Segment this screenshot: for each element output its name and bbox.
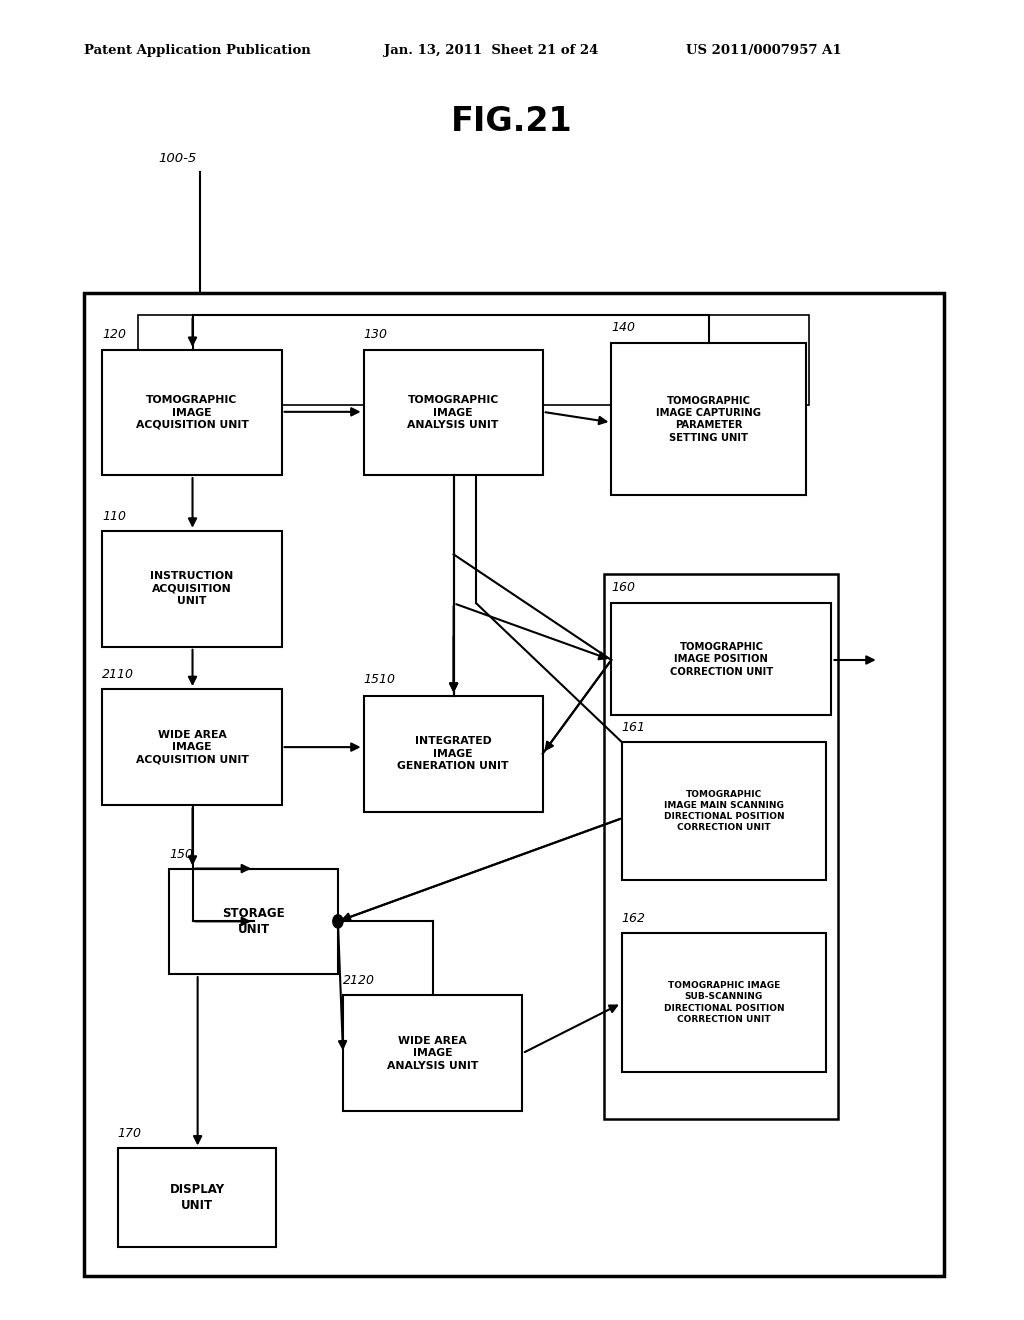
Circle shape xyxy=(333,915,343,928)
FancyBboxPatch shape xyxy=(622,742,826,880)
Text: 1510: 1510 xyxy=(364,673,395,686)
FancyBboxPatch shape xyxy=(343,995,522,1111)
Text: FIG.21: FIG.21 xyxy=(452,106,572,139)
Text: INTEGRATED
IMAGE
GENERATION UNIT: INTEGRATED IMAGE GENERATION UNIT xyxy=(397,737,509,771)
Text: US 2011/0007957 A1: US 2011/0007957 A1 xyxy=(686,44,842,57)
Text: TOMOGRAPHIC IMAGE
SUB-SCANNING
DIRECTIONAL POSITION
CORRECTION UNIT: TOMOGRAPHIC IMAGE SUB-SCANNING DIRECTION… xyxy=(664,981,784,1024)
FancyBboxPatch shape xyxy=(611,603,831,715)
Text: 150: 150 xyxy=(169,847,193,861)
Text: WIDE AREA
IMAGE
ACQUISITION UNIT: WIDE AREA IMAGE ACQUISITION UNIT xyxy=(135,730,249,764)
Text: TOMOGRAPHIC
IMAGE CAPTURING
PARAMETER
SETTING UNIT: TOMOGRAPHIC IMAGE CAPTURING PARAMETER SE… xyxy=(656,396,761,442)
Text: 100-5: 100-5 xyxy=(159,152,197,165)
FancyBboxPatch shape xyxy=(138,315,809,405)
Text: 140: 140 xyxy=(611,321,635,334)
Text: TOMOGRAPHIC
IMAGE
ACQUISITION UNIT: TOMOGRAPHIC IMAGE ACQUISITION UNIT xyxy=(135,395,249,430)
Text: Jan. 13, 2011  Sheet 21 of 24: Jan. 13, 2011 Sheet 21 of 24 xyxy=(384,44,598,57)
FancyBboxPatch shape xyxy=(102,350,282,475)
FancyBboxPatch shape xyxy=(604,574,838,1119)
Text: 130: 130 xyxy=(364,327,387,341)
Text: 170: 170 xyxy=(118,1127,141,1140)
FancyBboxPatch shape xyxy=(84,293,944,1276)
FancyBboxPatch shape xyxy=(622,933,826,1072)
Text: TOMOGRAPHIC
IMAGE MAIN SCANNING
DIRECTIONAL POSITION
CORRECTION UNIT: TOMOGRAPHIC IMAGE MAIN SCANNING DIRECTIO… xyxy=(664,789,784,833)
Text: Patent Application Publication: Patent Application Publication xyxy=(84,44,310,57)
FancyBboxPatch shape xyxy=(364,696,543,812)
FancyBboxPatch shape xyxy=(169,869,338,974)
Text: 2110: 2110 xyxy=(102,668,134,681)
FancyBboxPatch shape xyxy=(611,343,806,495)
FancyBboxPatch shape xyxy=(102,689,282,805)
Text: WIDE AREA
IMAGE
ANALYSIS UNIT: WIDE AREA IMAGE ANALYSIS UNIT xyxy=(387,1036,478,1071)
Text: 110: 110 xyxy=(102,510,126,523)
Text: 162: 162 xyxy=(622,912,645,925)
Text: STORAGE
UNIT: STORAGE UNIT xyxy=(222,907,285,936)
Text: TOMOGRAPHIC
IMAGE POSITION
CORRECTION UNIT: TOMOGRAPHIC IMAGE POSITION CORRECTION UN… xyxy=(670,642,773,677)
Text: TOMOGRAPHIC
IMAGE
ANALYSIS UNIT: TOMOGRAPHIC IMAGE ANALYSIS UNIT xyxy=(408,395,499,430)
FancyBboxPatch shape xyxy=(364,350,543,475)
FancyBboxPatch shape xyxy=(102,531,282,647)
Text: 2120: 2120 xyxy=(343,974,375,987)
Text: INSTRUCTION
ACQUISITION
UNIT: INSTRUCTION ACQUISITION UNIT xyxy=(151,572,233,606)
Text: 161: 161 xyxy=(622,721,645,734)
Text: DISPLAY
UNIT: DISPLAY UNIT xyxy=(170,1184,224,1212)
FancyBboxPatch shape xyxy=(118,1148,276,1247)
Text: 120: 120 xyxy=(102,327,126,341)
Text: 160: 160 xyxy=(611,581,635,594)
